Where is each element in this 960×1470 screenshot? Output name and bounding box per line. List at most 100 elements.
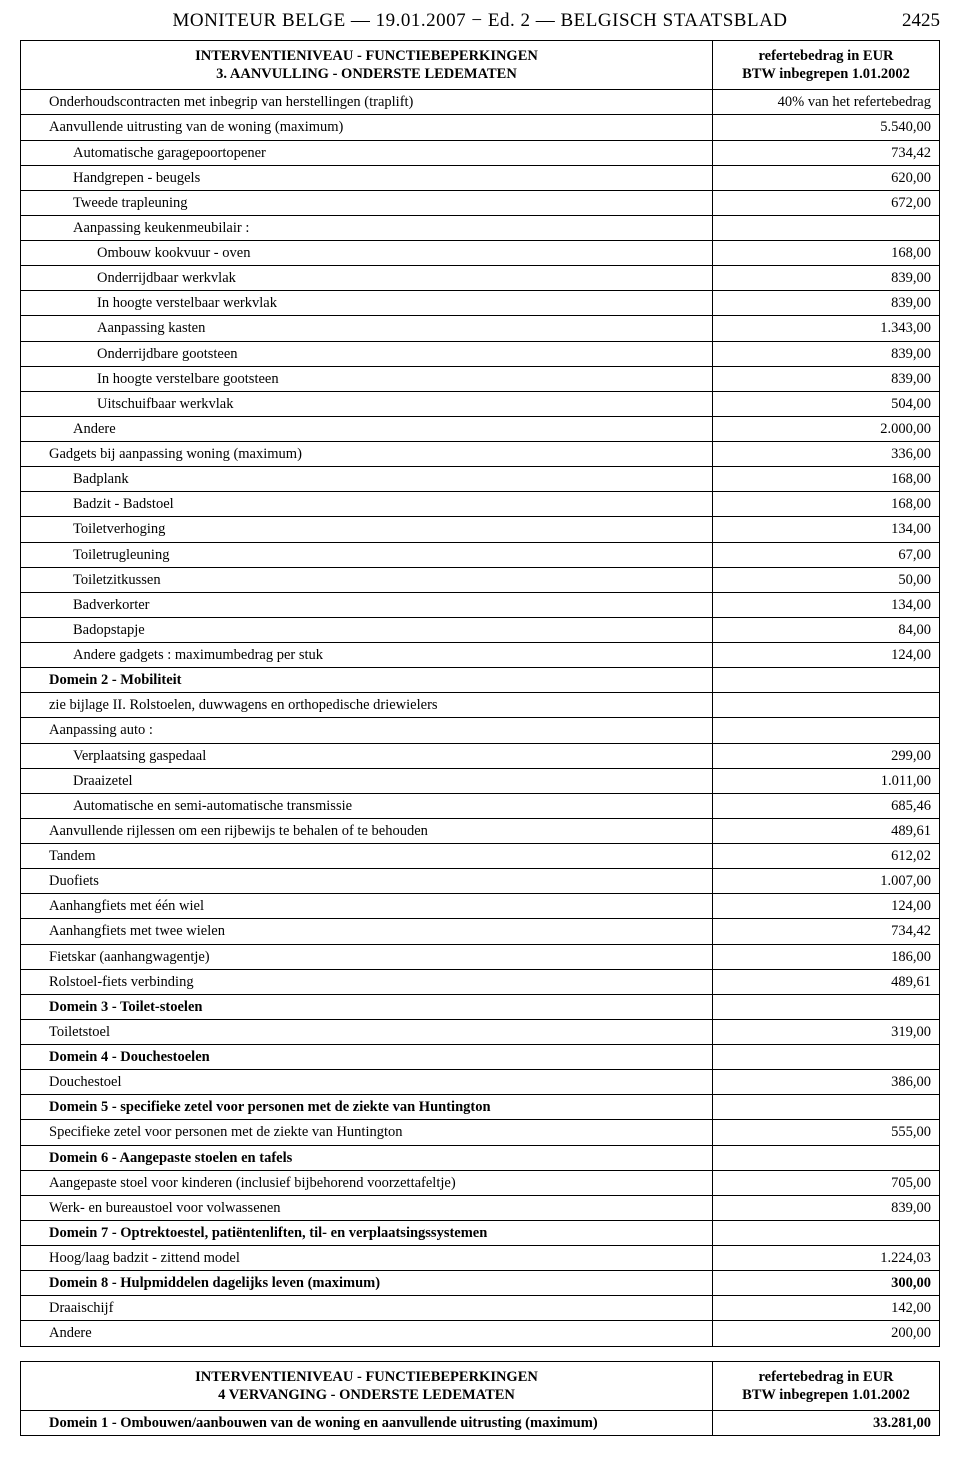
row-value: 200,00 <box>713 1321 940 1346</box>
row-value <box>713 994 940 1019</box>
row-value: 1.007,00 <box>713 869 940 894</box>
table-row: Hoog/laag badzit - zittend model1.224,03 <box>21 1246 940 1271</box>
row-label: Toiletrugleuning <box>21 542 713 567</box>
row-value: 124,00 <box>713 643 940 668</box>
row-label: Aanvullende rijlessen om een rijbewijs t… <box>21 818 713 843</box>
table-row: Toiletrugleuning67,00 <box>21 542 940 567</box>
row-value: 839,00 <box>713 1195 940 1220</box>
row-value: 50,00 <box>713 567 940 592</box>
table-row: Uitschuifbaar werkvlak504,00 <box>21 391 940 416</box>
row-label: Draaizetel <box>21 768 713 793</box>
row-label: Toiletzitkussen <box>21 567 713 592</box>
row-label: Draaischijf <box>21 1296 713 1321</box>
row-label: Tweede trapleuning <box>21 190 713 215</box>
row-label: Handgrepen - beugels <box>21 165 713 190</box>
row-value <box>713 1045 940 1070</box>
row-value: 672,00 <box>713 190 940 215</box>
row-label: Domein 3 - Toilet-stoelen <box>21 994 713 1019</box>
row-value: 299,00 <box>713 743 940 768</box>
table-row: Aanhangfiets met één wiel124,00 <box>21 894 940 919</box>
row-label: Aanhangfiets met één wiel <box>21 894 713 919</box>
row-value <box>713 718 940 743</box>
page-container: MONITEUR BELGE — 19.01.2007 − Ed. 2 — BE… <box>0 0 960 1470</box>
table-row: Aanpassing auto : <box>21 718 940 743</box>
row-label: Fietskar (aanhangwagentje) <box>21 944 713 969</box>
table-row: Aangepaste stoel voor kinderen (inclusie… <box>21 1170 940 1195</box>
table-row: Draaischijf142,00 <box>21 1296 940 1321</box>
head-right-line2: BTW inbegrepen 1.01.2002 <box>742 1387 910 1403</box>
table-row: Onderrijdbaar werkvlak839,00 <box>21 266 940 291</box>
row-label: Automatische en semi-automatische transm… <box>21 793 713 818</box>
row-value: 612,02 <box>713 844 940 869</box>
table-row: In hoogte verstelbaar werkvlak839,00 <box>21 291 940 316</box>
row-label: Onderrijdbaar werkvlak <box>21 266 713 291</box>
row-label: Domein 5 - specifieke zetel voor persone… <box>21 1095 713 1120</box>
row-label: Hoog/laag badzit - zittend model <box>21 1246 713 1271</box>
row-value: 1.224,03 <box>713 1246 940 1271</box>
row-value: 386,00 <box>713 1070 940 1095</box>
row-value: 168,00 <box>713 492 940 517</box>
row-value: 142,00 <box>713 1296 940 1321</box>
row-label: Ombouw kookvuur - oven <box>21 241 713 266</box>
row-label: Gadgets bij aanpassing woning (maximum) <box>21 442 713 467</box>
row-value: 734,42 <box>713 140 940 165</box>
row-value <box>713 1095 940 1120</box>
table-row: Badverkorter134,00 <box>21 592 940 617</box>
table-row: Aanvullende uitrusting van de woning (ma… <box>21 115 940 140</box>
row-value: 2.000,00 <box>713 416 940 441</box>
table-row: Onderrijdbare gootsteen839,00 <box>21 341 940 366</box>
table-row: INTERVENTIENIVEAU - FUNCTIEBEPERKINGEN 4… <box>21 1361 940 1410</box>
row-value: 84,00 <box>713 617 940 642</box>
table-row: Automatische en semi-automatische transm… <box>21 793 940 818</box>
head-left-line1: INTERVENTIENIVEAU - FUNCTIEBEPERKINGEN <box>195 48 538 64</box>
table-row: Automatische garagepoortopener734,42 <box>21 140 940 165</box>
row-label: Aanhangfiets met twee wielen <box>21 919 713 944</box>
row-value: 489,61 <box>713 969 940 994</box>
table-row: Domein 3 - Toilet-stoelen <box>21 994 940 1019</box>
table-row: zie bijlage II. Rolstoelen, duwwagens en… <box>21 693 940 718</box>
table-row: Onderhoudscontracten met inbegrip van he… <box>21 90 940 115</box>
row-label: Domein 4 - Douchestoelen <box>21 1045 713 1070</box>
head-left-line2: 3. AANVULLING - ONDERSTE LEDEMATEN <box>216 66 517 82</box>
row-value: 168,00 <box>713 241 940 266</box>
table-row: Badplank168,00 <box>21 467 940 492</box>
row-value: 1.011,00 <box>713 768 940 793</box>
row-label: Badzit - Badstoel <box>21 492 713 517</box>
row-value: 705,00 <box>713 1170 940 1195</box>
row-label: Douchestoel <box>21 1070 713 1095</box>
table-row: Handgrepen - beugels620,00 <box>21 165 940 190</box>
table-head-right: refertebedrag in EUR BTW inbegrepen 1.01… <box>713 41 940 90</box>
table-row: Domein 2 - Mobiliteit <box>21 668 940 693</box>
head-right-line1: refertebedrag in EUR <box>758 48 893 64</box>
row-value: 134,00 <box>713 592 940 617</box>
table-row: Specifieke zetel voor personen met de zi… <box>21 1120 940 1145</box>
table-row: Toiletstoel319,00 <box>21 1019 940 1044</box>
row-label: Domein 2 - Mobiliteit <box>21 668 713 693</box>
row-value: 319,00 <box>713 1019 940 1044</box>
table-row: Tandem612,02 <box>21 844 940 869</box>
head-left-line1: INTERVENTIENIVEAU - FUNCTIEBEPERKINGEN <box>195 1369 538 1385</box>
row-value: 504,00 <box>713 391 940 416</box>
row-value: 33.281,00 <box>713 1410 940 1435</box>
row-label: Werk- en bureaustoel voor volwassenen <box>21 1195 713 1220</box>
table-row: Duofiets1.007,00 <box>21 869 940 894</box>
row-label: In hoogte verstelbaar werkvlak <box>21 291 713 316</box>
row-value: 300,00 <box>713 1271 940 1296</box>
table-row: Domein 4 - Douchestoelen <box>21 1045 940 1070</box>
table-row: Ombouw kookvuur - oven168,00 <box>21 241 940 266</box>
row-value: 734,42 <box>713 919 940 944</box>
table-row: Andere200,00 <box>21 1321 940 1346</box>
page-header: MONITEUR BELGE — 19.01.2007 − Ed. 2 — BE… <box>20 10 940 32</box>
row-label: In hoogte verstelbare gootsteen <box>21 366 713 391</box>
table-section-4: INTERVENTIENIVEAU - FUNCTIEBEPERKINGEN 4… <box>20 1361 940 1436</box>
table-row: Werk- en bureaustoel voor volwassenen839… <box>21 1195 940 1220</box>
row-value: 839,00 <box>713 291 940 316</box>
row-label: Domein 7 - Optrektoestel, patiëntenlifte… <box>21 1220 713 1245</box>
table-row: Aanpassing keukenmeubilair : <box>21 215 940 240</box>
row-label: Badopstapje <box>21 617 713 642</box>
table-row: Domein 1 - Ombouwen/aanbouwen van de won… <box>21 1410 940 1435</box>
table-row: Domein 8 - Hulpmiddelen dagelijks leven … <box>21 1271 940 1296</box>
table-row: In hoogte verstelbare gootsteen839,00 <box>21 366 940 391</box>
table-head-left: INTERVENTIENIVEAU - FUNCTIEBEPERKINGEN 4… <box>21 1361 713 1410</box>
row-value: 555,00 <box>713 1120 940 1145</box>
